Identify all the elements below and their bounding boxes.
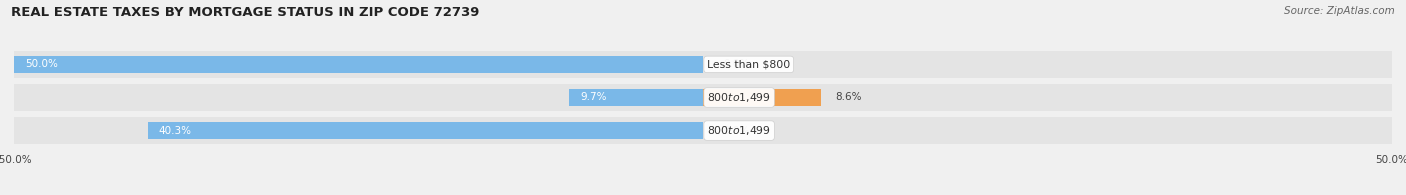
Bar xyxy=(14,51,1392,78)
Text: 0.0%: 0.0% xyxy=(724,59,749,69)
Text: Less than $800: Less than $800 xyxy=(707,59,790,69)
Bar xyxy=(14,84,1392,111)
Text: 0.0%: 0.0% xyxy=(724,126,749,136)
Text: 8.6%: 8.6% xyxy=(835,92,862,103)
Bar xyxy=(14,56,703,73)
Bar xyxy=(148,122,703,139)
Text: REAL ESTATE TAXES BY MORTGAGE STATUS IN ZIP CODE 72739: REAL ESTATE TAXES BY MORTGAGE STATUS IN … xyxy=(11,6,479,19)
Text: $800 to $1,499: $800 to $1,499 xyxy=(707,91,770,104)
Text: 50.0%: 50.0% xyxy=(25,59,58,69)
Bar xyxy=(703,89,821,106)
Text: $800 to $1,499: $800 to $1,499 xyxy=(707,124,770,137)
Text: 9.7%: 9.7% xyxy=(581,92,607,103)
Bar xyxy=(569,89,703,106)
Text: Source: ZipAtlas.com: Source: ZipAtlas.com xyxy=(1284,6,1395,16)
Text: 40.3%: 40.3% xyxy=(159,126,191,136)
Bar xyxy=(14,117,1392,144)
